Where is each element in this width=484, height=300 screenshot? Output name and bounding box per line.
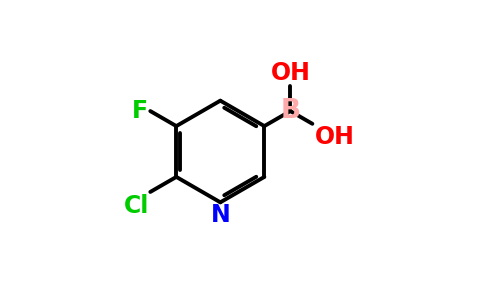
Text: B: B bbox=[280, 98, 301, 124]
Text: Cl: Cl bbox=[124, 194, 149, 218]
Text: F: F bbox=[132, 99, 148, 123]
Text: N: N bbox=[211, 203, 230, 227]
Text: OH: OH bbox=[315, 125, 355, 149]
Text: OH: OH bbox=[271, 61, 310, 85]
